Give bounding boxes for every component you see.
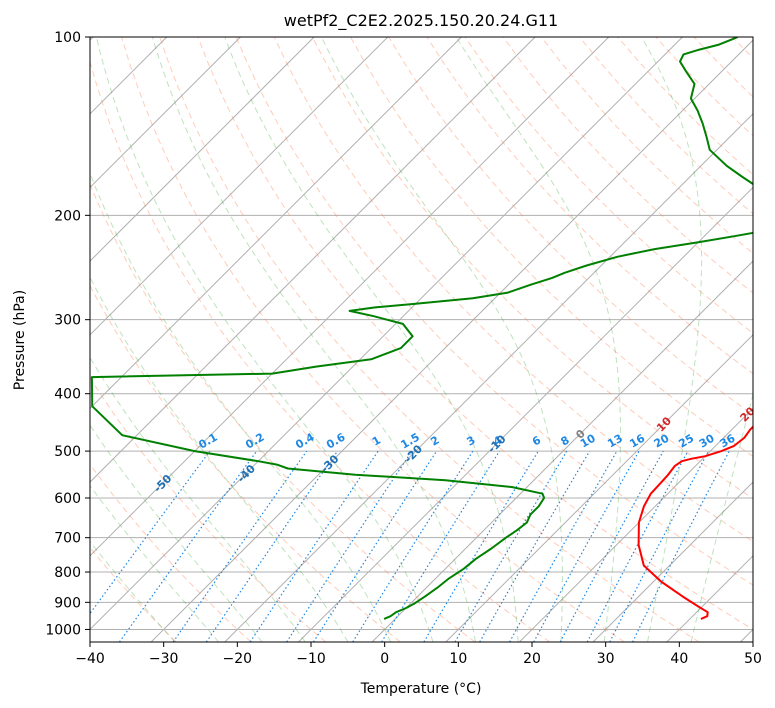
dry-adiabat	[311, 37, 753, 500]
moist-adiabat	[90, 540, 176, 642]
mixing-ratio-line	[559, 450, 664, 642]
moist-adiabat	[90, 172, 392, 642]
y-tick-label: 400	[54, 387, 81, 403]
moist-adiabat	[90, 356, 306, 642]
x-tick-label: 40	[670, 651, 688, 667]
y-tick-label: 200	[54, 208, 81, 224]
y-axis-title: Pressure (hPa)	[12, 290, 28, 390]
isotherm-line	[90, 37, 683, 631]
dry-adiabat	[273, 37, 753, 543]
y-tick-label: 600	[54, 491, 81, 507]
moist-adiabat	[90, 484, 219, 642]
dry-adiabat	[197, 37, 753, 630]
chart-title: wetPf2_C2E2.2025.150.20.24.G11	[284, 11, 558, 31]
mixing-ratio-line	[119, 450, 258, 642]
moist-adiabat	[90, 276, 349, 642]
background-lines	[90, 37, 753, 642]
data-series	[90, 37, 753, 620]
x-tick-label: 10	[449, 651, 467, 667]
moist-adiabat	[321, 37, 563, 642]
dry-adiabat	[121, 37, 625, 642]
y-tick-label: 800	[54, 565, 81, 581]
isotherm-line	[90, 37, 536, 483]
isotherm-line	[90, 37, 389, 336]
mixing-ratio-line	[205, 450, 338, 642]
x-tick-label: 50	[744, 651, 762, 667]
isotherm-line	[90, 37, 610, 557]
y-tick-label: 500	[54, 444, 81, 460]
isotherm-line	[224, 113, 753, 642]
isotherm-line	[150, 39, 753, 642]
isotherm-line	[519, 407, 753, 642]
x-tick-label: 0	[380, 651, 389, 667]
x-tick-label: 30	[597, 651, 615, 667]
dry-adiabat	[502, 37, 753, 294]
dry-adiabat	[90, 463, 252, 642]
moist-adiabat	[641, 37, 703, 642]
isotherm-line	[445, 334, 753, 642]
isotherm-line	[90, 37, 462, 410]
mixing-ratio-line	[632, 450, 730, 642]
x-tick-label: −10	[296, 651, 326, 667]
mixing-ratio-line	[172, 450, 308, 642]
axes: −40 −30 −20 −10 0 10 20 30 40 50 100 200 300 400 500 60…	[45, 30, 762, 667]
temperature-profile-line	[637, 425, 753, 620]
dry-adiabat	[159, 37, 700, 642]
mixing-ratio-line	[90, 450, 211, 615]
mixing-ratio-line	[381, 450, 501, 642]
x-tick-label: −30	[149, 651, 179, 667]
moist-adiabat	[151, 37, 476, 642]
moist-adiabat	[224, 37, 519, 642]
x-tick-label: −40	[75, 651, 105, 667]
isotherm-line	[298, 186, 753, 642]
y-tick-label: 300	[54, 313, 81, 329]
x-axis-title: Temperature (°C)	[360, 681, 482, 697]
mixing-ratio-line	[533, 450, 640, 642]
y-tick-label: 100	[54, 30, 81, 46]
y-tick-label: 1000	[45, 622, 81, 638]
mixing-ratio-line	[286, 450, 413, 642]
y-tick-label: 700	[54, 531, 81, 547]
mixing-ratio-line	[352, 450, 474, 642]
plot-frame	[89, 36, 754, 643]
dewpoint-profile-line	[90, 37, 753, 620]
x-tick-label: 20	[523, 651, 541, 667]
moist-adiabat	[690, 392, 753, 642]
moist-adiabat	[95, 37, 434, 642]
isotherm-line	[90, 37, 241, 189]
mixing-ratio-line	[312, 450, 438, 642]
x-tick-label: −20	[223, 651, 253, 667]
isotherm-line	[90, 37, 315, 262]
y-tick-label: 900	[54, 595, 81, 611]
dry-adiabat	[90, 376, 327, 642]
mixing-ratio-line	[249, 450, 379, 642]
isotherm-line	[592, 481, 753, 642]
isotherm-line	[371, 260, 753, 642]
dry-adiabat	[90, 60, 551, 642]
mixing-ratio-line	[509, 450, 618, 642]
moist-adiabat	[90, 424, 263, 642]
dry-adiabat	[235, 37, 753, 586]
